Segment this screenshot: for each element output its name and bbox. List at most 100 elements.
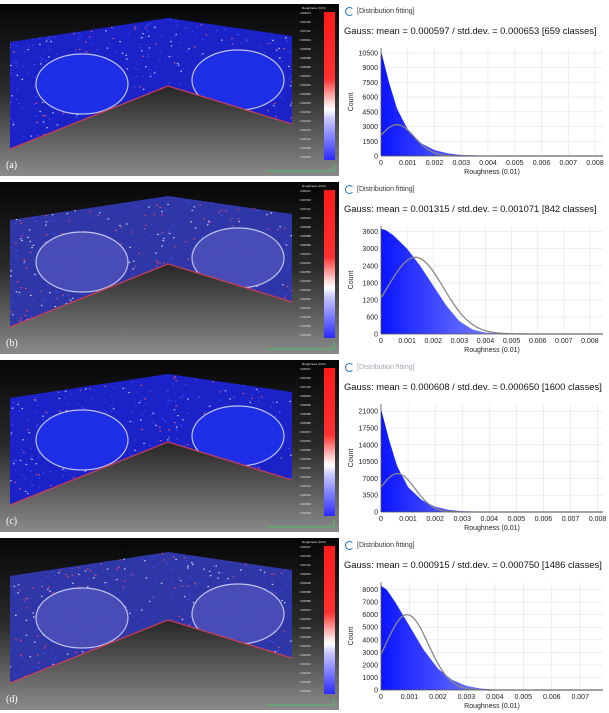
- x-tick-label: 0.006: [543, 694, 561, 701]
- color-scale-tick: 0.007112: [300, 386, 311, 389]
- histogram-area: [381, 228, 603, 334]
- surface-texture: [10, 552, 292, 683]
- y-tick-label: 21000: [359, 409, 379, 416]
- color-scale-tick: 0.006096: [300, 226, 311, 229]
- x-tick-label: 0.006: [529, 338, 547, 345]
- x-tick-label: 0.004: [486, 694, 504, 701]
- chart-header: [Distribution fitting]: [345, 538, 415, 552]
- axis-indicator: [268, 698, 335, 706]
- color-scale-tick: 0.001016: [300, 494, 311, 497]
- distribution-chart: [Distribution fitting] Gauss: mean = 0.00…: [341, 182, 609, 354]
- chart-header-text: [Distribution fitting]: [357, 541, 415, 549]
- color-scale-tick: 0.000000: [300, 156, 311, 159]
- histogram-area: [381, 50, 603, 157]
- y-tick-label: 6000: [362, 95, 378, 102]
- x-tick-label: 0.004: [477, 338, 495, 345]
- color-scale-ticks: 0.008127 0.007620 0.007112 0.006604 0.006096…: [300, 368, 324, 516]
- color-scale-tick: 0.004572: [300, 431, 311, 434]
- color-scale-tick: 0.001524: [300, 663, 311, 666]
- color-scale-tick: 0.003556: [300, 627, 311, 630]
- surface-shape: [10, 374, 292, 505]
- color-scale-tick: 0.002032: [300, 654, 311, 657]
- color-scale-tick: 0.002032: [300, 120, 311, 123]
- x-tick-label: 0.008: [589, 516, 607, 523]
- y-tick-label: 3000: [362, 246, 378, 253]
- color-scale-tick: 0.007620: [300, 555, 311, 558]
- x-tick-label: 0.005: [503, 338, 521, 345]
- surface-edge: [9, 619, 293, 684]
- histogram-plot: 0 3500 7000 10500 14000 17500 21000 0 0.001 0.002…: [348, 404, 607, 532]
- color-scale-tick: 0.005080: [300, 422, 311, 425]
- x-axis-label: Roughness (0.01): [464, 703, 520, 710]
- y-tick-label: 4000: [362, 637, 378, 644]
- y-tick-label: 7500: [362, 80, 378, 87]
- color-scale-tick: 0.002540: [300, 645, 311, 648]
- x-tick-label: 0.003: [458, 694, 476, 701]
- color-scale-tick: 0.004064: [300, 262, 311, 265]
- point-cloud-render: Roughness (0.01) 0.008127 0.007620 0.007112…: [0, 182, 339, 354]
- point-cloud-svg: [9, 18, 335, 172]
- color-scale-tick: 0.003048: [300, 458, 311, 461]
- color-scale-tick: 0.004572: [300, 75, 311, 78]
- color-scale-tick: 0.005080: [300, 244, 311, 247]
- x-tick-label: 0.006: [535, 516, 553, 523]
- color-scale-tick: 0.004064: [300, 618, 311, 621]
- x-tick-label: 0.002: [424, 338, 442, 345]
- y-tick-label: 10500: [359, 459, 379, 466]
- color-scale-tick: 0.000000: [300, 690, 311, 693]
- x-tick-label: 0.004: [481, 516, 499, 523]
- figure-panel: Roughness (0.01) 0.008127 0.007620 0.007112…: [0, 538, 609, 710]
- x-tick-label: 0.007: [559, 160, 577, 167]
- x-tick-label: 0.003: [452, 160, 470, 167]
- color-scale-tick: 0.005080: [300, 66, 311, 69]
- x-tick-label: 0.003: [453, 516, 471, 523]
- y-tick-label: 14000: [359, 442, 379, 449]
- medallion-oval: [35, 409, 129, 471]
- x-tick-label: 0.008: [581, 338, 599, 345]
- axis-indicator: [268, 520, 335, 528]
- x-tick-label: 0.001: [399, 160, 417, 167]
- color-scale-tick: 0.006096: [300, 48, 311, 51]
- surface-shape: [10, 18, 292, 149]
- y-tick-label: 1000: [362, 675, 378, 682]
- color-scale-tick: 0.002540: [300, 111, 311, 114]
- color-scale-tick: 0.000508: [300, 681, 311, 684]
- color-scale-tick: 0.003048: [300, 102, 311, 105]
- color-scale-tick: 0.007112: [300, 30, 311, 33]
- y-tick-label: 10500: [359, 50, 379, 57]
- y-tick-label: 0: [374, 510, 378, 517]
- panel-label: (b): [6, 338, 18, 349]
- x-axis-label: Roughness (0.01): [464, 525, 520, 532]
- x-tick-label: 0.006: [533, 160, 551, 167]
- cloudcompare-icon: [345, 540, 354, 550]
- y-tick-label: 6000: [362, 612, 378, 619]
- color-scale-ticks: 0.008127 0.007620 0.007112 0.006604 0.006096…: [300, 190, 324, 338]
- color-scale-tick: 0.004572: [300, 609, 311, 612]
- color-scale-title: Roughness (0.01): [302, 362, 326, 366]
- y-tick-label: 2400: [362, 263, 378, 270]
- color-scale-ticks: 0.008127 0.007620 0.007112 0.006604 0.006096…: [300, 546, 324, 694]
- chart-header-text: [Distribution fitting]: [357, 7, 415, 15]
- y-tick-label: 7000: [362, 600, 378, 607]
- color-scale-tick: 0.000000: [300, 512, 311, 515]
- point-cloud-render: Roughness (0.01) 0.008127 0.007620 0.007112…: [0, 4, 339, 176]
- point-cloud-svg: [9, 552, 335, 706]
- color-scale-tick: 0.001016: [300, 672, 311, 675]
- chart-header: [Distribution fitting]: [345, 360, 415, 374]
- color-scale-tick: 0.000000: [300, 334, 311, 337]
- color-scale-tick: 0.003048: [300, 280, 311, 283]
- x-tick-label: 0.007: [555, 338, 573, 345]
- medallion-oval: [191, 227, 285, 289]
- surface-shape: [10, 552, 292, 683]
- distribution-chart: [Distribution fitting] Gauss: mean = 0.00…: [341, 4, 609, 176]
- axis-indicator: [268, 342, 335, 350]
- color-scale-tick: 0.008127: [300, 12, 311, 15]
- color-scale-tick: 0.002032: [300, 476, 311, 479]
- y-tick-label: 3600: [362, 229, 378, 236]
- surface-edge: [9, 263, 293, 328]
- medallion-oval: [191, 583, 285, 645]
- y-tick-label: 9000: [362, 65, 378, 72]
- y-axis-label: Count: [348, 449, 355, 468]
- x-tick-label: 0.003: [451, 338, 469, 345]
- x-tick-label: 0.008: [586, 160, 604, 167]
